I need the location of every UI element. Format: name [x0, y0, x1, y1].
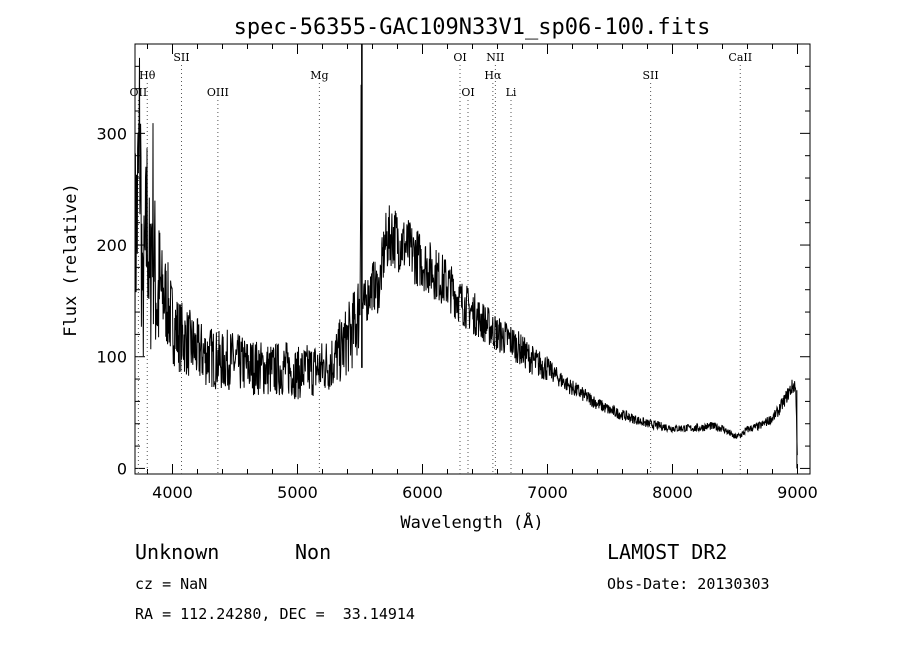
redshift-value: cz = NaN	[135, 575, 208, 593]
spectral-line-label: SII	[173, 51, 189, 64]
x-tick-label: 6000	[402, 483, 443, 502]
spectrum-series	[134, 44, 798, 469]
survey-name: LAMOST DR2	[607, 540, 728, 564]
x-tick-label: 5000	[277, 483, 318, 502]
y-tick-label: 300	[96, 124, 127, 143]
x-tick-label: 8000	[652, 483, 693, 502]
spectral-line-label: SII	[643, 69, 659, 82]
spectral-line-label: Hθ	[139, 69, 156, 82]
x-axis-label: Wavelength (Å)	[400, 511, 543, 533]
chart-title: spec-56355-GAC109N33V1_sp06-100.fits	[234, 15, 711, 40]
x-tick-label: 4000	[152, 483, 193, 502]
y-axis-ticks: 0 100 200 300	[96, 65, 810, 478]
y-axis-label: Flux (relative)	[61, 183, 81, 337]
spectral-line-label: NII	[486, 51, 504, 64]
spectral-line-label: Mg	[310, 69, 328, 82]
spectral-subclass: Non	[295, 540, 332, 564]
spectral-line-label: OII	[130, 86, 148, 99]
spectral-line-label: Hα	[484, 69, 502, 82]
x-axis-ticks: 4000 5000 6000 7000 8000 9000	[147, 44, 818, 502]
coordinates-value: RA = 112.24280, DEC = 33.14914	[135, 605, 415, 623]
x-tick-label: 9000	[777, 483, 818, 502]
spectrum-line	[134, 57, 798, 456]
y-tick-label: 100	[96, 348, 127, 367]
spectral-class: Unknown	[135, 540, 220, 564]
spectral-line-label: OI	[453, 51, 466, 64]
spectral-line-markers: OII Hθ SII OIII Mg OI OI Hα NII Li SII CaII	[130, 51, 752, 474]
spectral-line-label: OIII	[207, 86, 229, 99]
x-tick-label: 7000	[527, 483, 568, 502]
spectral-line-label: OI	[461, 86, 474, 99]
spectral-line-label: CaII	[728, 51, 752, 64]
obs-date: Obs-Date: 20130303	[607, 575, 770, 593]
plot-frame	[134, 43, 811, 475]
y-tick-label: 200	[96, 236, 127, 255]
y-tick-label: 0	[117, 459, 127, 478]
spectral-line-label: Li	[506, 86, 517, 99]
